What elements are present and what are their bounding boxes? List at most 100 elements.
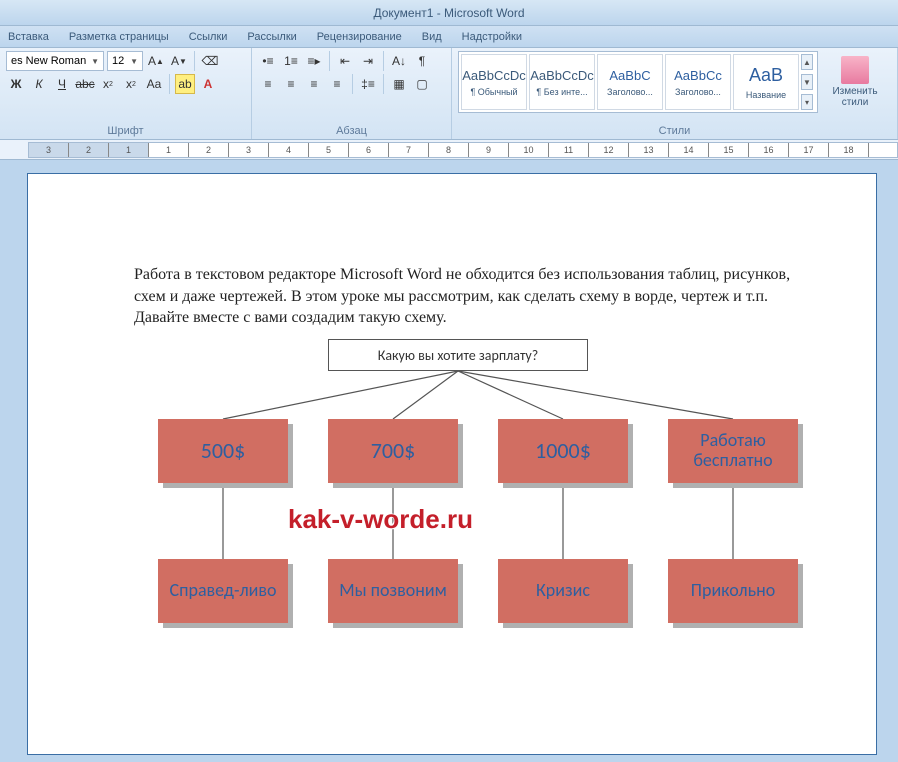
ruler-margin-seg: 3: [29, 143, 69, 157]
ruler-margin-seg: 2: [69, 143, 109, 157]
ruler-seg: 14: [669, 143, 709, 157]
underline-button[interactable]: Ч: [52, 74, 72, 94]
style-name: ¶ Без инте...: [536, 87, 587, 97]
ruler-seg: 12: [589, 143, 629, 157]
diagram-row2-box-2[interactable]: Кризис: [498, 559, 628, 623]
separator: [329, 51, 330, 71]
document-paragraph[interactable]: Работа в текстовом редакторе Microsoft W…: [134, 264, 794, 329]
diagram-row2-box-0[interactable]: Справед-ливо: [158, 559, 288, 623]
strike-button[interactable]: abc: [75, 74, 95, 94]
italic-button[interactable]: К: [29, 74, 49, 94]
ribbon-group-styles: AaBbCcDc¶ ОбычныйAaBbCcDc¶ Без инте...Aa…: [452, 48, 898, 139]
align-center-button[interactable]: ≡: [281, 74, 301, 94]
tab-references[interactable]: Ссылки: [189, 31, 228, 43]
style-item[interactable]: AaBbCcDc¶ Без инте...: [529, 54, 595, 110]
tab-view[interactable]: Вид: [422, 31, 442, 43]
style-item[interactable]: AaBbC Заголово...: [597, 54, 663, 110]
separator: [383, 74, 384, 94]
style-item[interactable]: AaBНазвание: [733, 54, 799, 110]
diagram-row2-box-3[interactable]: Прикольно: [668, 559, 798, 623]
font-size-value: 12: [112, 55, 124, 67]
bullets-button[interactable]: •≡: [258, 51, 278, 71]
style-sample: AaBbC: [609, 68, 650, 83]
shading-button[interactable]: ▦: [389, 74, 409, 94]
ruler-margin-seg: 1: [109, 143, 149, 157]
numbering-button[interactable]: 1≡: [281, 51, 301, 71]
document-page[interactable]: Работа в текстовом редакторе Microsoft W…: [28, 174, 876, 754]
ruler-seg: 15: [709, 143, 749, 157]
ruler-seg: 8: [429, 143, 469, 157]
ruler-seg: 16: [749, 143, 789, 157]
watermark-text: kak-v-worde.ru: [288, 504, 473, 535]
ribbon-group-paragraph: •≡ 1≡ ≡▸ ⇤ ⇥ A↓ ¶ ≡ ≡ ≡ ≡ ‡≡ ▦ ▢ Абзац: [252, 48, 452, 139]
ruler-seg: 18: [829, 143, 869, 157]
align-right-button[interactable]: ≡: [304, 74, 324, 94]
style-name: Заголово...: [675, 87, 721, 97]
borders-button[interactable]: ▢: [412, 74, 432, 94]
indent-left-button[interactable]: ⇤: [335, 51, 355, 71]
tab-addins[interactable]: Надстройки: [462, 31, 522, 43]
tab-mailings[interactable]: Рассылки: [247, 31, 296, 43]
show-marks-button[interactable]: ¶: [412, 51, 432, 71]
font-size-combo[interactable]: 12 ▼: [107, 51, 143, 71]
change-styles-icon: [841, 56, 869, 84]
group-label-paragraph: Абзац: [258, 123, 445, 139]
change-styles-label: Изменить стили: [824, 86, 886, 108]
subscript-button[interactable]: x2: [98, 74, 118, 94]
horizontal-ruler[interactable]: 321123456789101112131415161718: [28, 142, 898, 158]
ruler-seg: 2: [189, 143, 229, 157]
highlight-button[interactable]: ab: [175, 74, 195, 94]
align-left-button[interactable]: ≡: [258, 74, 278, 94]
justify-button[interactable]: ≡: [327, 74, 347, 94]
up-arrow-icon[interactable]: ▲: [801, 54, 813, 70]
style-item[interactable]: AaBbCc Заголово...: [665, 54, 731, 110]
ruler-seg: 1: [149, 143, 189, 157]
diagram-row1-box-2[interactable]: 1000$: [498, 419, 628, 483]
ruler-seg: 3: [229, 143, 269, 157]
font-color-button[interactable]: A: [198, 74, 218, 94]
styles-gallery[interactable]: AaBbCcDc¶ ОбычныйAaBbCcDc¶ Без инте...Aa…: [458, 51, 818, 113]
workspace: Работа в текстовом редакторе Microsoft W…: [0, 160, 898, 762]
change-styles-button[interactable]: Изменить стили: [824, 51, 886, 113]
change-case-button[interactable]: Aa: [144, 74, 164, 94]
line-spacing-button[interactable]: ‡≡: [358, 74, 378, 94]
ruler-seg: 13: [629, 143, 669, 157]
multilevel-button[interactable]: ≡▸: [304, 51, 324, 71]
separator: [169, 74, 170, 94]
app-title: Документ1 - Microsoft Word: [373, 6, 524, 20]
tab-insert[interactable]: Вставка: [8, 31, 49, 43]
tab-page-layout[interactable]: Разметка страницы: [69, 31, 169, 43]
styles-scroll[interactable]: ▲ ▼ ▾: [801, 54, 815, 110]
down-arrow-icon[interactable]: ▼: [801, 74, 813, 90]
expand-icon[interactable]: ▾: [801, 94, 813, 110]
separator: [383, 51, 384, 71]
ruler-seg: 9: [469, 143, 509, 157]
bold-button[interactable]: Ж: [6, 74, 26, 94]
style-name: Заголово...: [607, 87, 653, 97]
style-name: Название: [746, 90, 786, 100]
style-item[interactable]: AaBbCcDc¶ Обычный: [461, 54, 527, 110]
ruler-seg: 11: [549, 143, 589, 157]
group-label-font: Шрифт: [6, 123, 245, 139]
diagram-root[interactable]: Какую вы хотите зарплату?: [328, 339, 588, 371]
tab-review[interactable]: Рецензирование: [317, 31, 402, 43]
shrink-font-button[interactable]: A▼: [169, 51, 189, 71]
group-label-styles: Стили: [458, 123, 891, 139]
font-name-combo[interactable]: es New Roman ▼: [6, 51, 104, 71]
ruler-seg: 17: [789, 143, 829, 157]
ruler-seg: 7: [389, 143, 429, 157]
sort-button[interactable]: A↓: [389, 51, 409, 71]
ruler-seg: 5: [309, 143, 349, 157]
diagram-row1-box-1[interactable]: 700$: [328, 419, 458, 483]
indent-right-button[interactable]: ⇥: [358, 51, 378, 71]
superscript-button[interactable]: x2: [121, 74, 141, 94]
diagram-row1-box-3[interactable]: Работаю бесплатно: [668, 419, 798, 483]
ribbon-tabs: Вставка Разметка страницы Ссылки Рассылк…: [0, 26, 898, 48]
style-sample: AaBbCc: [674, 68, 722, 83]
clear-format-button[interactable]: ⌫: [200, 51, 220, 71]
ruler-area: 321123456789101112131415161718: [0, 140, 898, 160]
diagram-row1-box-0[interactable]: 500$: [158, 419, 288, 483]
diagram-row2-box-1[interactable]: Мы позвоним: [328, 559, 458, 623]
grow-font-button[interactable]: A▲: [146, 51, 166, 71]
chevron-down-icon: ▼: [91, 57, 99, 66]
